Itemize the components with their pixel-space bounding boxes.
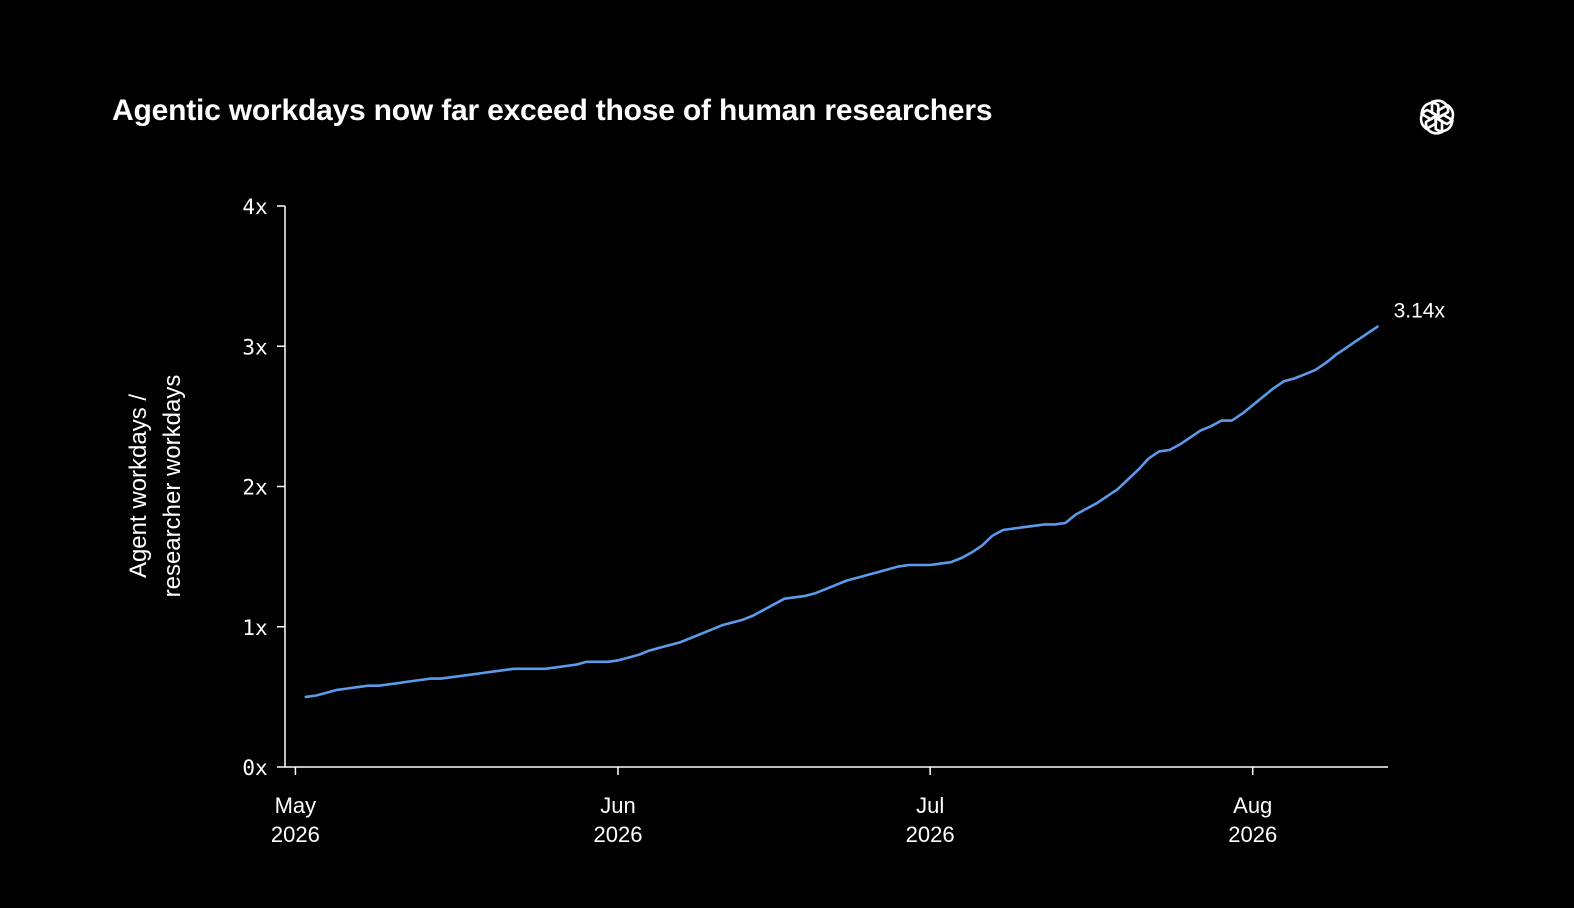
- openai-logo-icon: [1414, 94, 1460, 140]
- page-title: Agentic workdays now far exceed those of…: [112, 94, 993, 127]
- y-axis-label: Agent workdays / researcher workdays: [125, 375, 186, 598]
- y-tick-label: 3x: [242, 335, 267, 359]
- x-tick-label: 2026: [271, 822, 320, 847]
- end-value-label: 3.14x: [1394, 300, 1446, 323]
- y-tick-label: 4x: [242, 195, 267, 219]
- x-tick-label: 2026: [906, 822, 955, 847]
- y-tick-label: 0x: [242, 756, 267, 780]
- x-tick-label: May: [275, 793, 317, 818]
- y-tick-label: 2x: [242, 476, 267, 500]
- x-ticks: May 2026 Jun 2026 Jul 2026 Aug 2026: [271, 767, 1277, 847]
- y-tick-label: 1x: [242, 616, 267, 640]
- x-tick-label: Aug: [1233, 793, 1272, 818]
- y-axis-label-line-2: researcher workdays: [159, 375, 186, 598]
- x-tick-label: Jun: [600, 793, 635, 818]
- series-line: [304, 325, 1379, 699]
- x-tick-label: Jul: [916, 793, 944, 818]
- y-axis-label-line-1: Agent workdays /: [125, 394, 152, 578]
- y-ticks: 0x 1x 2x 3x 4x: [242, 195, 285, 780]
- x-tick-label: 2026: [594, 822, 643, 847]
- x-tick-label: 2026: [1228, 822, 1277, 847]
